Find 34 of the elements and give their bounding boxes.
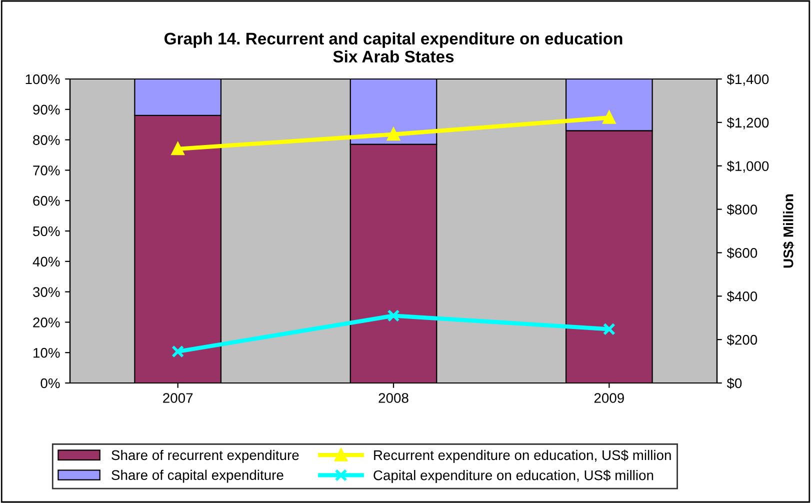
y2-tick-label: $1,000 <box>726 160 769 173</box>
y-tick-label: 50% <box>33 226 60 236</box>
point <box>172 345 184 358</box>
y2-axis-title: US$ Million <box>782 194 794 268</box>
y2-tick-label: $0 <box>726 378 742 389</box>
point <box>387 309 400 322</box>
legend-label: Share of recurrent expenditure <box>112 450 299 463</box>
x-tick-label: 2007 <box>163 393 193 403</box>
y-tick-label: 0% <box>40 378 60 388</box>
y-tick-label: 40% <box>32 256 60 267</box>
y-tick-label: 90% <box>33 104 60 115</box>
y-tick-label: 100% <box>26 74 60 84</box>
chart-title: Graph 14. Recurrent and capital expenditure on education Six Arab States <box>164 32 622 62</box>
y2-tick-label: $800 <box>726 204 758 216</box>
y2-tick-label: $200 <box>726 334 758 346</box>
point <box>172 142 184 156</box>
legend-label: Share of capital expenditure <box>112 470 284 483</box>
x-tick-label: 2009 <box>594 393 624 403</box>
x-tick-label: 2008 <box>378 393 408 403</box>
y2-tick-label: $600 <box>726 247 758 259</box>
y-tick-label: 30% <box>33 287 60 297</box>
legend-label: Recurrent expenditure on education, US$ million <box>374 450 671 463</box>
y-tick-label: 80% <box>33 135 60 145</box>
point <box>387 128 400 141</box>
y2-tick-label: $400 <box>726 290 758 302</box>
y2-tick-label: $1,400 <box>726 74 769 86</box>
y-tick-label: 60% <box>33 196 60 206</box>
point <box>602 111 616 124</box>
legend-label: Capital expenditure on education, US$ million <box>374 470 654 483</box>
y-tick-label: 70% <box>33 166 60 176</box>
y-tick-label: 20% <box>33 318 60 328</box>
y-tick-label: 10% <box>34 348 60 358</box>
point <box>602 322 616 336</box>
y2-tick-label: $1,200 <box>726 117 769 130</box>
